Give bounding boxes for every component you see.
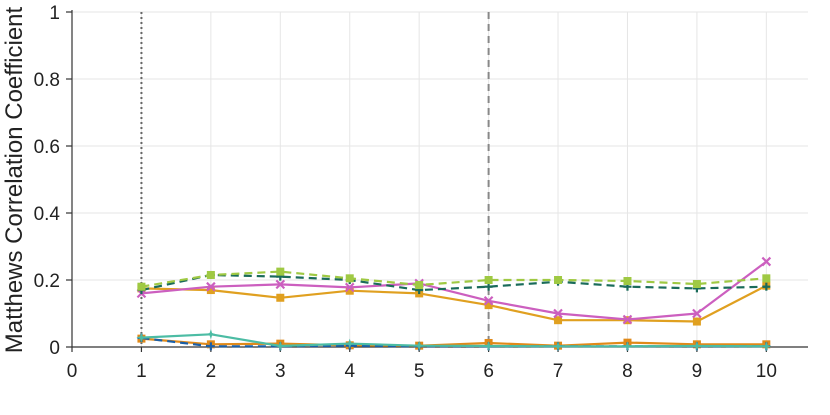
data-point (206, 270, 215, 279)
data-point (761, 256, 772, 267)
data-point (345, 274, 354, 283)
data-point (275, 341, 286, 351)
y-tick-label: 1 (49, 3, 60, 24)
data-point (622, 314, 633, 325)
data-point (276, 267, 285, 276)
data-point (623, 277, 632, 286)
data-point (137, 282, 146, 291)
x-tick-label: 6 (483, 361, 494, 382)
marker-stroke (275, 279, 286, 290)
data-point (344, 282, 355, 293)
data-point (275, 279, 286, 290)
data-point (206, 342, 215, 351)
data-point (484, 301, 493, 310)
marker-stroke (344, 282, 355, 293)
data-point (484, 276, 493, 284)
series-line (141, 273, 767, 292)
reference-lines (140, 12, 490, 347)
series-line (141, 260, 767, 321)
y-axis-title: Matthews Correlation Coefficient (1, 6, 28, 353)
data-point (553, 308, 563, 319)
data-point (415, 281, 424, 290)
x-tick-label: 8 (622, 361, 633, 382)
x-tick-label: 9 (692, 361, 703, 382)
series-line (141, 284, 767, 323)
data-point (136, 332, 147, 343)
y-tick-label: 0.6 (34, 137, 60, 158)
data-point (344, 338, 355, 349)
marker-stroke (622, 314, 633, 325)
series-line-group (136, 256, 772, 325)
x-tick-label: 2 (206, 361, 217, 382)
data-point (206, 286, 215, 295)
data-point (483, 295, 494, 306)
data-point (206, 281, 216, 292)
data-point (553, 341, 563, 352)
marker-stroke (761, 256, 772, 267)
x-tick-label: 3 (275, 361, 286, 382)
data-point (414, 340, 425, 351)
data-point (345, 286, 354, 295)
x-tick-label: 10 (756, 361, 777, 382)
marker-stroke (553, 308, 563, 319)
tick-labels: 0 1 2 3 4 5 6 7 8 9 10 0 0.2 0.4 0.6 0.8 1 (34, 3, 777, 382)
y-tick-label: 0.2 (34, 271, 60, 292)
x-tick-label: 5 (414, 361, 425, 382)
y-tick-label: 0 (49, 338, 60, 359)
data-point (484, 282, 493, 291)
data-point (692, 280, 701, 289)
data-point (691, 341, 702, 351)
series-line-group (137, 267, 771, 291)
x-tick-label: 0 (67, 361, 78, 382)
series-line (141, 270, 767, 288)
series-line (141, 333, 767, 348)
series-line-group (137, 333, 771, 351)
series-line (141, 337, 767, 347)
data-point (692, 308, 702, 319)
y-tick-label: 0.4 (34, 204, 61, 225)
data-point (692, 317, 701, 326)
data-point (761, 341, 772, 352)
data-point (762, 274, 771, 283)
series-group (136, 256, 772, 352)
y-tick-label: 0.8 (34, 70, 60, 91)
data-point (205, 329, 216, 340)
x-tick-label: 7 (553, 361, 564, 382)
x-tick-label: 4 (344, 361, 355, 382)
marker-stroke (692, 308, 702, 319)
x-tick-label: 1 (136, 361, 147, 382)
data-point (276, 293, 285, 302)
marker-stroke (206, 281, 216, 292)
marker-stroke (483, 295, 494, 306)
data-point (762, 282, 771, 291)
data-point (554, 316, 563, 325)
series-line-group (136, 329, 772, 352)
data-point (483, 341, 494, 351)
data-point (622, 341, 633, 352)
data-point (554, 276, 563, 284)
